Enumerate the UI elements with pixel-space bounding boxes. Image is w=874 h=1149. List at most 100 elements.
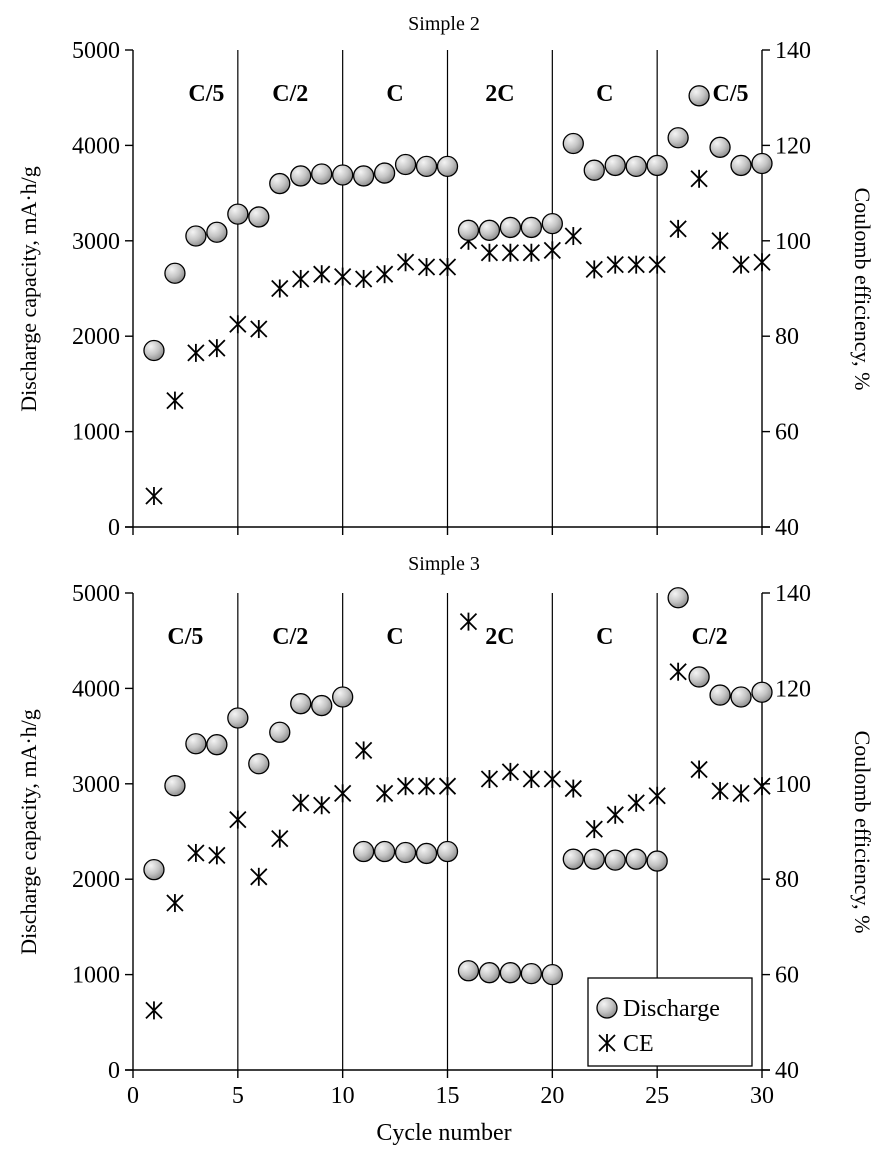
left-axis-label: Discharge capacity, mA·h/g — [16, 709, 41, 955]
discharge-point — [248, 753, 270, 775]
discharge-point — [709, 684, 731, 706]
ce-point — [648, 786, 666, 805]
ce-point — [564, 779, 582, 798]
ce-point — [334, 784, 352, 803]
ce-point — [522, 243, 541, 262]
left-tick-label: 4000 — [72, 676, 120, 702]
ce-point — [627, 255, 645, 274]
discharge-point — [185, 733, 207, 755]
ce-point — [732, 255, 750, 274]
x-tick-label: 25 — [645, 1083, 669, 1109]
discharge-point — [164, 262, 186, 284]
ce-point — [753, 253, 771, 272]
right-axis-label: Coulomb efficiency, % — [850, 188, 874, 391]
discharge-point — [625, 155, 647, 178]
discharge-point — [604, 154, 626, 177]
left-tick-label: 1000 — [72, 420, 120, 446]
discharge-point — [394, 841, 417, 864]
panel-title: Simple 3 — [408, 553, 480, 575]
ce-point — [271, 829, 289, 848]
ce-point — [417, 777, 436, 796]
discharge-point — [667, 587, 689, 609]
right-tick-label: 60 — [775, 420, 799, 446]
discharge-point — [206, 221, 228, 243]
legend-label-discharge: Discharge — [623, 996, 720, 1022]
ce-point — [501, 762, 520, 781]
ce-point — [396, 777, 415, 796]
discharge-point — [688, 85, 710, 107]
ce-point — [501, 243, 520, 262]
ce-point — [585, 820, 603, 839]
ce-point — [648, 255, 666, 274]
ce-point — [187, 843, 205, 862]
ce-point — [543, 241, 561, 260]
right-tick-label: 40 — [775, 1058, 799, 1084]
right-tick-label: 120 — [775, 676, 811, 702]
ce-point — [690, 760, 708, 779]
discharge-point — [478, 219, 501, 241]
x-tick-label: 15 — [436, 1083, 460, 1109]
discharge-point — [227, 203, 249, 225]
right-tick-label: 40 — [775, 515, 799, 541]
discharge-point — [373, 840, 396, 863]
discharge-point — [227, 707, 249, 729]
rate-region-label: 2C — [485, 624, 514, 650]
right-tick-label: 120 — [775, 133, 811, 159]
panel-simple-2: Simple 2 Discharge capacity, mA·h/g Coul… — [16, 13, 874, 541]
ce-point — [313, 796, 331, 815]
discharge-point — [499, 216, 522, 239]
rate-region-label: C — [386, 624, 403, 650]
discharge-point — [373, 162, 396, 184]
discharge-point — [646, 154, 668, 177]
discharge-point — [520, 962, 543, 985]
discharge-point — [290, 165, 312, 187]
discharge-point — [604, 849, 626, 871]
ce-point — [375, 784, 394, 803]
panel-title: Simple 2 — [408, 13, 480, 35]
discharge-point — [596, 997, 618, 1019]
discharge-point — [709, 136, 731, 158]
right-tick-label: 80 — [775, 324, 799, 350]
discharge-point — [143, 339, 165, 362]
ce-point — [313, 265, 331, 284]
discharge-point — [352, 165, 375, 187]
ce-point — [166, 894, 184, 913]
rate-region-label: C — [386, 81, 403, 107]
discharge-point — [667, 127, 689, 149]
discharge-point — [541, 212, 563, 235]
ce-point — [145, 486, 163, 505]
rate-region-label: C — [596, 624, 613, 650]
discharge-point — [688, 666, 710, 688]
discharge-point — [436, 155, 459, 178]
panel-simple-3: Simple 3 Discharge capacity, mA·h/g Coul… — [16, 553, 874, 1109]
ce-point — [732, 784, 750, 803]
right-tick-label: 60 — [775, 963, 799, 989]
discharge-point — [436, 840, 459, 863]
legend-box — [587, 977, 753, 1067]
discharge-point — [332, 686, 354, 708]
left-tick-label: 5000 — [72, 581, 120, 607]
ce-point — [292, 793, 310, 812]
ce-point — [543, 770, 561, 789]
left-tick-label: 0 — [108, 1058, 120, 1084]
ce-point — [438, 777, 457, 796]
left-tick-label: 5000 — [72, 38, 120, 64]
discharge-point — [583, 159, 605, 181]
x-tick-label: 10 — [331, 1083, 355, 1109]
discharge-point — [332, 164, 354, 186]
discharge-point — [290, 693, 312, 715]
discharge-point — [478, 962, 501, 984]
discharge-point — [730, 686, 752, 708]
ce-point — [334, 267, 352, 286]
right-tick-label: 100 — [775, 772, 811, 798]
ce-point — [229, 810, 247, 829]
ce-point — [606, 805, 624, 824]
ce-point — [438, 258, 457, 277]
discharge-point — [457, 219, 480, 241]
discharge-point — [164, 775, 186, 797]
right-tick-label: 140 — [775, 581, 811, 607]
ce-point — [375, 265, 394, 284]
discharge-point — [269, 172, 291, 195]
ce-point — [564, 227, 582, 246]
